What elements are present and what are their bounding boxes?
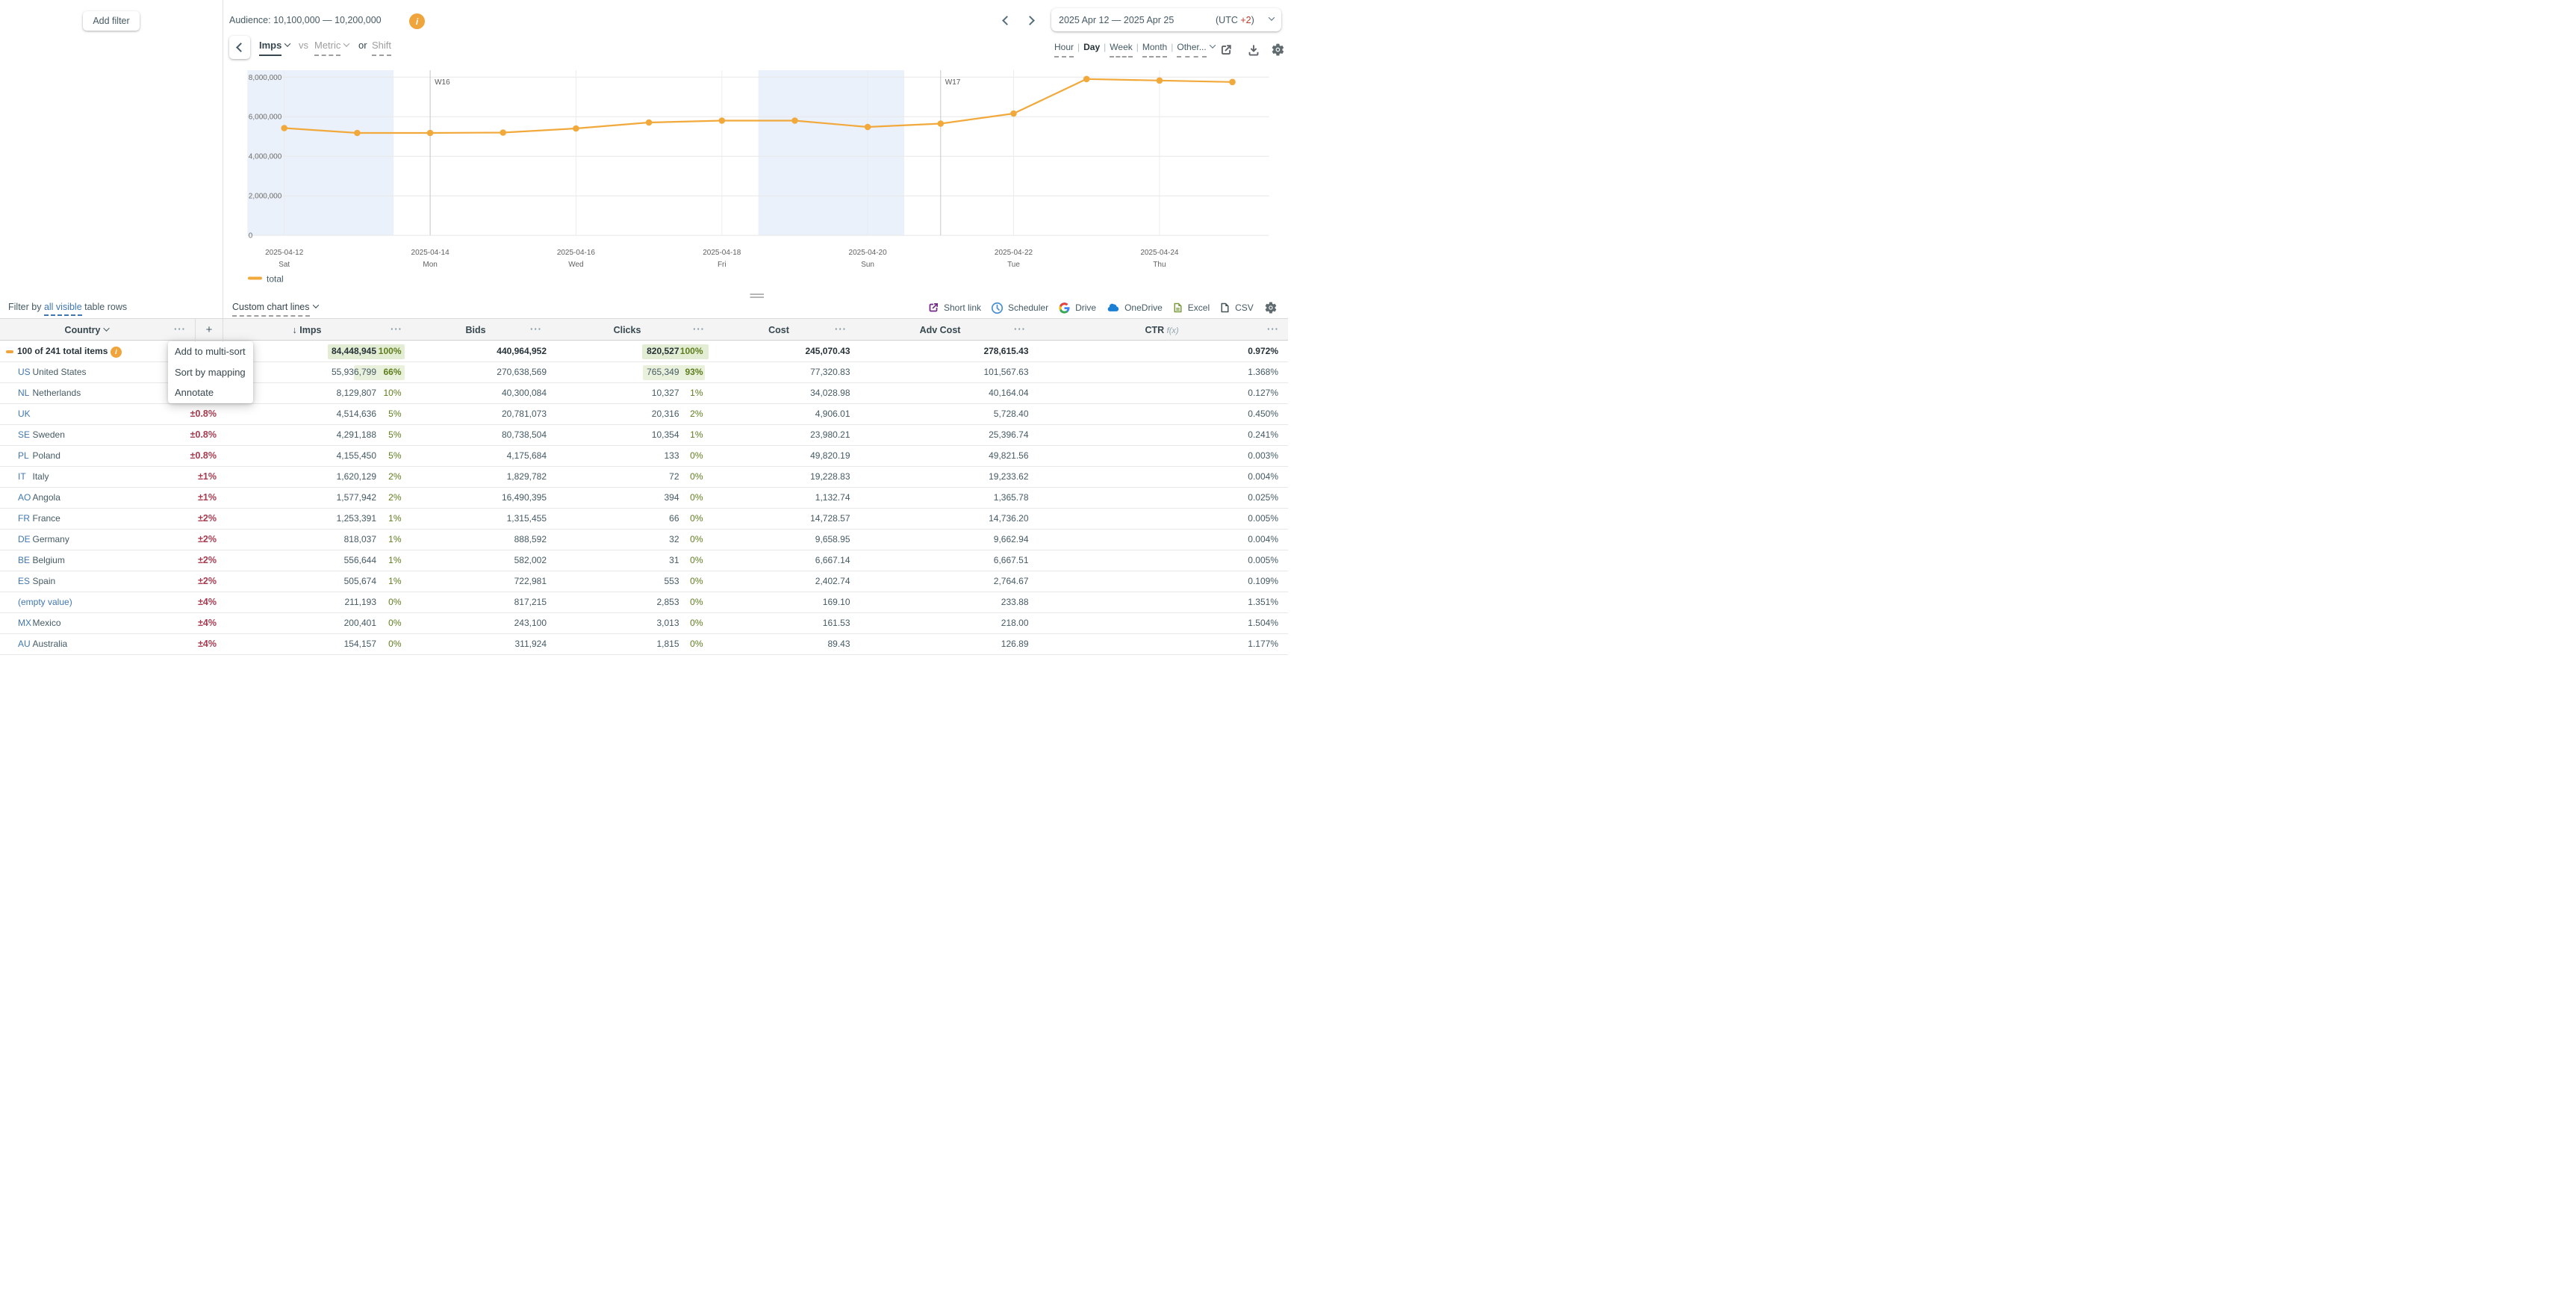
svg-text:2,000,000: 2,000,000 — [249, 193, 282, 201]
svg-text:8,000,000: 8,000,000 — [249, 74, 282, 82]
svg-text:W17: W17 — [945, 78, 961, 87]
svg-text:6,000,000: 6,000,000 — [249, 114, 282, 122]
svg-text:Thu: Thu — [1153, 261, 1166, 269]
svg-text:2025-04-24: 2025-04-24 — [1140, 249, 1179, 257]
svg-text:2025-04-16: 2025-04-16 — [557, 249, 596, 257]
svg-text:Wed: Wed — [568, 261, 583, 269]
svg-text:total: total — [267, 274, 284, 285]
svg-text:Sat: Sat — [279, 261, 290, 269]
svg-text:2025-04-20: 2025-04-20 — [849, 249, 888, 257]
svg-text:W16: W16 — [435, 78, 450, 87]
svg-text:2025-04-14: 2025-04-14 — [411, 249, 450, 257]
svg-text:Mon: Mon — [423, 261, 437, 269]
svg-text:0: 0 — [249, 232, 253, 240]
svg-text:Fri: Fri — [718, 261, 727, 269]
svg-text:2025-04-22: 2025-04-22 — [995, 249, 1033, 257]
svg-text:2025-04-18: 2025-04-18 — [703, 249, 741, 257]
svg-text:2025-04-12: 2025-04-12 — [265, 249, 304, 257]
svg-text:Sun: Sun — [861, 261, 874, 269]
svg-text:Tue: Tue — [1007, 261, 1020, 269]
svg-text:4,000,000: 4,000,000 — [249, 153, 282, 161]
